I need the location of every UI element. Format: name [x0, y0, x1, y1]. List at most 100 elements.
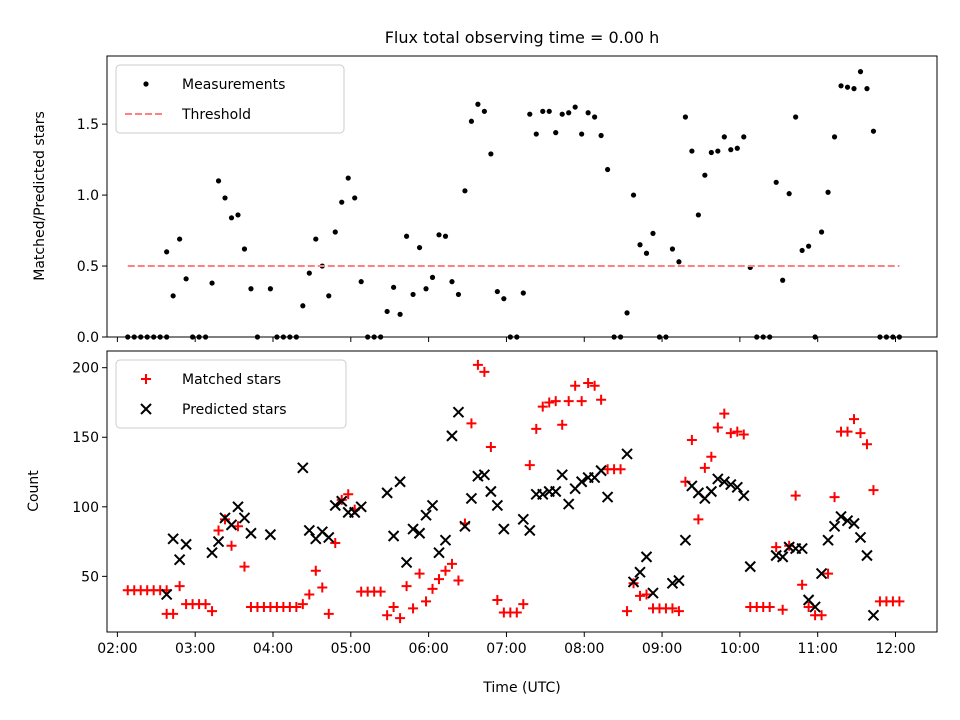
matched-point [207, 606, 218, 617]
measurement-point [345, 175, 351, 181]
legend-swatch [140, 403, 152, 415]
measurement-point [741, 134, 747, 140]
predicted-point [400, 556, 413, 569]
predicted-point [355, 501, 367, 513]
predicted-point [841, 515, 854, 527]
matched-point [816, 610, 827, 621]
predicted-point [206, 547, 218, 559]
predicted-point [491, 499, 504, 512]
legend-swatch [141, 374, 151, 384]
legend-label: Predicted stars [182, 402, 287, 418]
measurement-point [728, 147, 734, 153]
measurement-point [643, 250, 650, 256]
measurement-point [306, 270, 312, 276]
measurement-point [358, 279, 364, 285]
measurement-point [773, 179, 779, 185]
matched-point [868, 485, 879, 496]
predicted-point [413, 527, 426, 539]
predicted-point [679, 534, 692, 546]
predicted-point [407, 523, 419, 535]
matched-point [375, 586, 386, 597]
matched-point [168, 608, 179, 619]
matched-point [894, 596, 905, 607]
matched-point [849, 414, 859, 425]
matched-point [589, 380, 600, 391]
matched-point [226, 540, 237, 551]
bottom-axes: 50 100 150 200 02:00 03:00 04:00 05:00 06:00 07:0… [72, 350, 938, 657]
matched-point [200, 599, 211, 610]
measurement-point [676, 259, 682, 265]
measurement-point [734, 145, 740, 151]
axes-frame [106, 55, 938, 338]
measurement-point [650, 230, 656, 236]
matched-point [693, 514, 704, 525]
matched-point [440, 565, 451, 576]
predicted-point [815, 567, 828, 580]
x-tick-label: 11:00 [798, 641, 838, 657]
legend-label: Measurements [182, 77, 285, 93]
predicted-point [705, 485, 718, 498]
predicted-point [854, 531, 867, 544]
measurement-point [585, 110, 591, 116]
measurement-point [721, 134, 727, 140]
predicted-point [822, 534, 834, 546]
measurement-point [540, 108, 546, 114]
predicted-point [601, 491, 614, 503]
matched-point [408, 603, 419, 614]
matched-point [570, 380, 581, 391]
matched-point [310, 565, 321, 576]
matched-point [861, 439, 872, 450]
matched-point [518, 599, 529, 610]
predicted-point [556, 469, 568, 481]
predicted-point [420, 509, 432, 521]
measurement-point [715, 148, 721, 154]
x-tick-label: 07:00 [486, 641, 526, 657]
matched-point [511, 607, 522, 618]
measurement-point [579, 131, 585, 137]
matched-point [485, 441, 496, 452]
x-tick-label: 04:00 [253, 641, 293, 657]
predicted-point [452, 406, 465, 418]
measurement-point [637, 242, 643, 248]
matched-point [492, 595, 503, 606]
measurement-point [857, 69, 864, 75]
measurement-point [248, 286, 254, 292]
x-tick-label: 02:00 [97, 641, 137, 657]
measurement-point [164, 249, 170, 255]
predicted-point [776, 551, 789, 563]
measurement-point [429, 274, 436, 280]
matched-point [583, 377, 594, 388]
measurement-point [416, 244, 423, 251]
predicted-point [439, 534, 452, 546]
predicted-point [738, 489, 750, 502]
measurement-point [300, 303, 306, 309]
measurement-point [494, 288, 500, 295]
matched-point [738, 429, 749, 440]
measurement-point [780, 277, 786, 283]
matched-point [797, 579, 808, 590]
matched-point [395, 613, 406, 624]
measurement-point [326, 293, 332, 299]
matched-point [174, 581, 185, 592]
matched-point [524, 460, 535, 471]
matched-point [531, 423, 542, 434]
predicted-point [627, 576, 640, 588]
measurement-point [669, 246, 676, 252]
bottom-y-axis-label: Count [26, 470, 42, 512]
x-tick-label: 09:00 [642, 641, 682, 657]
predicted-point [867, 609, 880, 622]
measurement-point [183, 276, 189, 282]
predicted-point [238, 512, 251, 524]
legend: Measurements Threshold [115, 64, 345, 134]
predicted-point [167, 533, 179, 545]
measurement-point [546, 108, 552, 114]
chart-title: Flux total observing time = 0.00 h [385, 28, 660, 47]
predicted-point [336, 495, 348, 507]
predicted-point [666, 577, 679, 590]
matched-point [699, 462, 710, 473]
predicted-point [835, 510, 847, 523]
predicted-point [160, 588, 173, 601]
measurement-point [572, 104, 578, 110]
measurement-point [806, 243, 812, 249]
